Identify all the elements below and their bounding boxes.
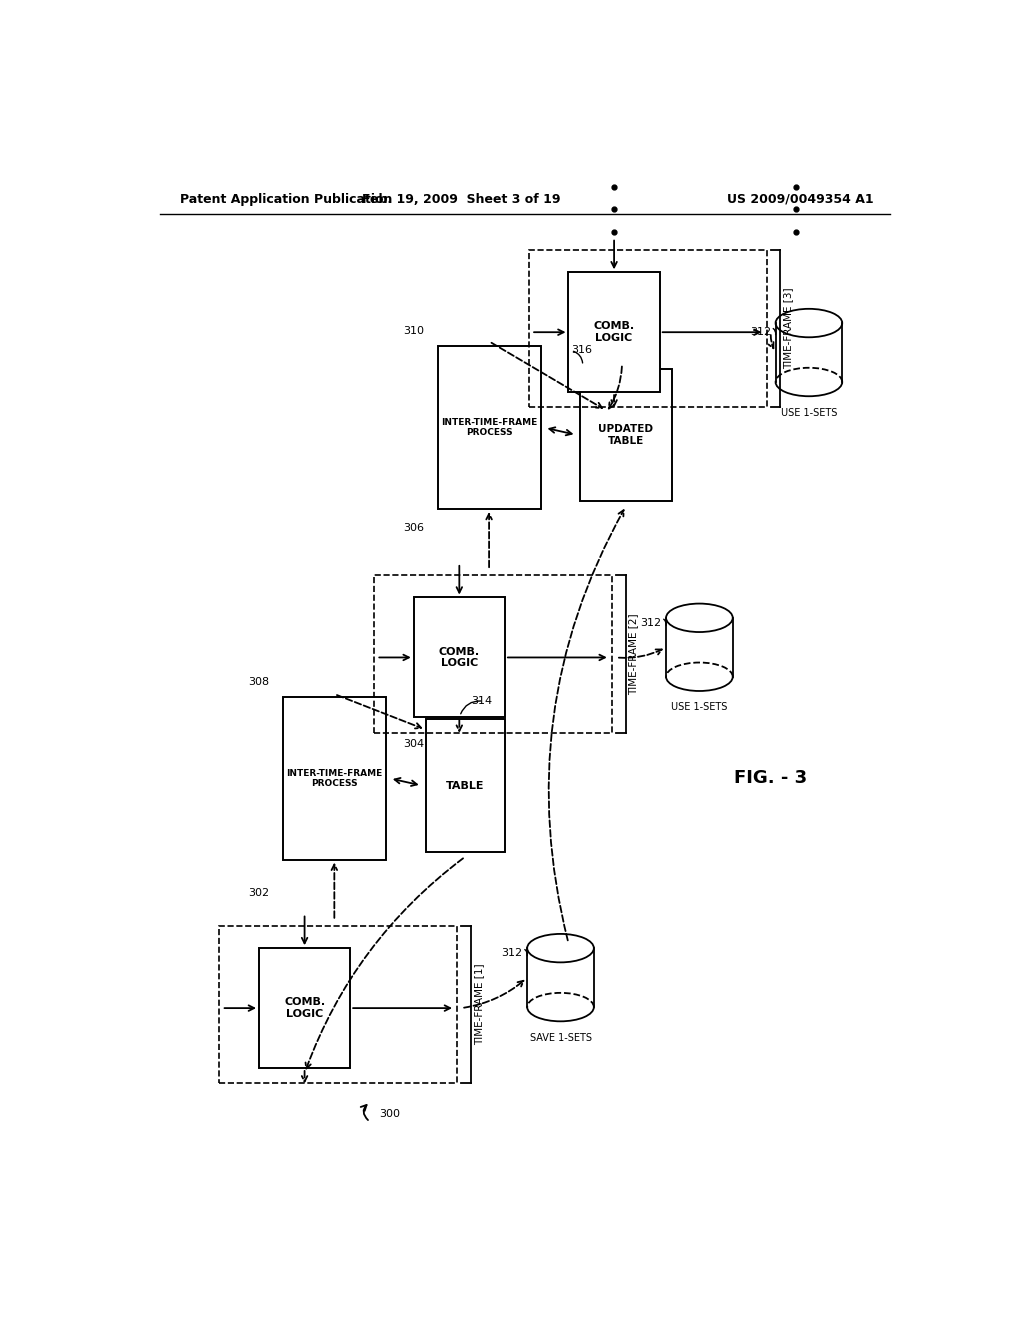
Text: 316: 316 [570, 346, 592, 355]
Text: Patent Application Publication: Patent Application Publication [179, 193, 392, 206]
Text: SAVE 1-SETS: SAVE 1-SETS [529, 1032, 592, 1043]
Text: FIG. - 3: FIG. - 3 [734, 770, 807, 788]
Text: INTER-TIME-FRAME
PROCESS: INTER-TIME-FRAME PROCESS [441, 418, 538, 437]
FancyBboxPatch shape [426, 719, 505, 851]
Text: TIME-FRAME [1]: TIME-FRAME [1] [474, 964, 483, 1045]
Text: 312: 312 [750, 327, 771, 337]
Text: Feb. 19, 2009  Sheet 3 of 19: Feb. 19, 2009 Sheet 3 of 19 [362, 193, 560, 206]
Text: 314: 314 [472, 696, 493, 706]
Text: TIME-FRAME [3]: TIME-FRAME [3] [783, 288, 794, 370]
FancyBboxPatch shape [259, 948, 350, 1068]
FancyBboxPatch shape [414, 598, 505, 718]
Text: 306: 306 [403, 523, 424, 533]
Text: COMB.
LOGIC: COMB. LOGIC [438, 647, 480, 668]
Text: TABLE: TABLE [446, 780, 484, 791]
Text: UPDATED
TABLE: UPDATED TABLE [598, 424, 653, 446]
FancyBboxPatch shape [283, 697, 386, 859]
Text: 310: 310 [403, 326, 424, 337]
Text: 312: 312 [502, 948, 522, 958]
Text: USE 1-SETS: USE 1-SETS [671, 702, 728, 713]
Text: 308: 308 [248, 677, 269, 686]
Text: COMB.
LOGIC: COMB. LOGIC [594, 321, 635, 343]
FancyBboxPatch shape [437, 346, 541, 510]
Text: INTER-TIME-FRAME
PROCESS: INTER-TIME-FRAME PROCESS [287, 768, 382, 788]
Text: US 2009/0049354 A1: US 2009/0049354 A1 [727, 193, 873, 206]
FancyBboxPatch shape [581, 368, 672, 500]
Text: 312: 312 [640, 618, 662, 628]
FancyBboxPatch shape [568, 272, 659, 392]
Text: COMB.
LOGIC: COMB. LOGIC [284, 998, 326, 1019]
Text: 300: 300 [379, 1109, 400, 1119]
Text: 302: 302 [248, 888, 269, 898]
Text: USE 1-SETS: USE 1-SETS [780, 408, 837, 417]
Text: 304: 304 [402, 739, 424, 748]
Text: TIME-FRAME [2]: TIME-FRAME [2] [629, 612, 639, 694]
